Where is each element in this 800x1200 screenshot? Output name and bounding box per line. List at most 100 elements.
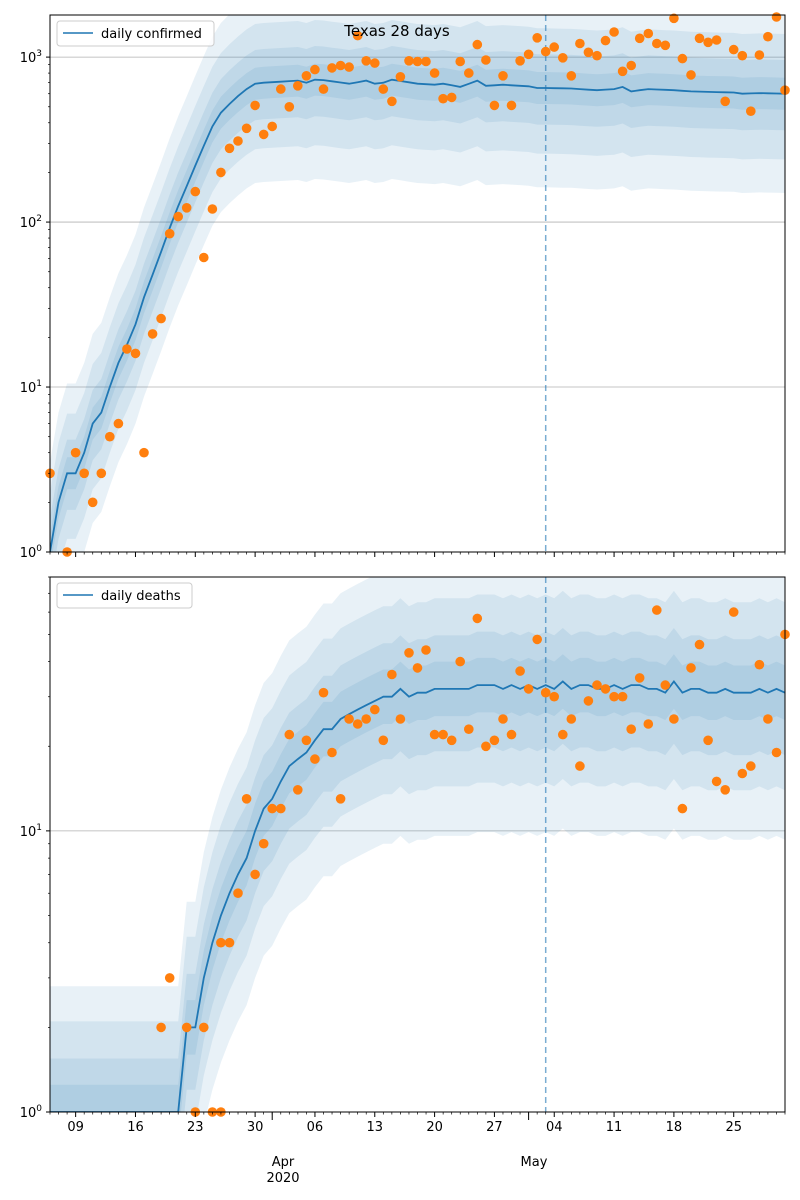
x-tick-label: 09 [67,1120,84,1135]
observed-point [250,869,260,880]
observed-point [600,35,611,46]
x-tick-label: 27 [486,1120,503,1135]
observed-point [746,106,756,116]
observed-point [276,803,286,814]
observed-point [139,447,149,458]
observed-point [335,794,346,804]
observed-point [634,33,645,44]
observed-point [566,714,577,724]
deaths-points [156,605,790,1117]
observed-point [711,35,722,45]
observed-point [481,55,491,65]
observed-point [575,38,585,49]
observed-point [370,704,380,715]
confirmed-model-line [50,78,785,552]
observed-point [181,1022,192,1033]
observed-point [429,68,440,78]
observed-point [609,27,619,37]
x-tick-label: 30 [247,1120,264,1135]
observed-point [267,121,278,132]
observed-point [720,96,730,107]
observed-point [96,468,107,479]
observed-point [464,724,474,734]
observed-point [592,680,602,690]
observed-point [378,735,389,746]
observed-point [455,56,466,67]
deaths-legend: daily deaths [56,582,193,609]
observed-point [720,785,730,795]
observed-point [361,56,372,66]
observed-point [711,776,722,787]
x-tick-label: 20 [426,1120,443,1135]
observed-point [481,741,491,752]
observed-point [523,684,534,694]
observed-point [660,40,671,51]
observed-point [626,724,636,734]
observed-point [446,735,457,746]
x-tick-label: 25 [725,1120,742,1135]
observed-point [669,714,679,724]
observed-point [558,729,568,740]
observed-point [660,680,671,690]
observed-point [412,56,423,67]
observed-point [387,669,397,680]
observed-point [258,129,269,140]
observed-point [387,96,397,107]
observed-point [540,687,551,698]
observed-point [173,211,183,222]
observed-point [737,768,748,779]
observed-point [498,71,508,81]
x-tick-labels: 09 16 23 30 06 13 20 27 04 11 18 25 [67,1120,742,1135]
observed-point [583,47,594,58]
observed-point [147,329,158,339]
month-label-may: May [521,1155,548,1170]
observed-point [592,50,602,61]
observed-point [421,645,431,655]
observed-point [669,13,679,24]
observed-point [677,53,688,64]
observed-point [318,687,329,698]
observed-point [566,71,577,81]
observed-point [164,228,175,239]
observed-point [70,447,81,458]
observed-point [284,102,295,112]
observed-point [652,605,662,615]
observed-point [771,747,782,758]
observed-point [600,684,611,694]
observed-point [515,56,525,66]
x-tick-label: 23 [187,1120,204,1135]
observed-point [455,656,466,667]
observed-point [216,937,226,948]
deaths-x-ticks [49,1112,786,1120]
observed-point [318,84,329,94]
observed-point [515,666,525,676]
observed-point [643,28,654,39]
x-tick-label: 13 [366,1120,383,1135]
observed-point [370,58,380,68]
observed-point [310,754,320,764]
observed-point [694,639,705,650]
observed-point [694,33,705,44]
observed-point [224,937,235,948]
observed-point [746,761,756,771]
observed-point [79,468,89,479]
confidence-band [50,654,785,1112]
observed-point [395,72,406,82]
observed-point [506,100,517,111]
observed-point [181,203,192,213]
observed-point [327,63,337,73]
observed-point [335,60,346,71]
confidence-band [50,20,785,552]
observed-point [258,838,269,849]
observed-point [276,84,286,94]
observed-point [156,313,166,324]
observed-point [352,30,363,41]
observed-point [728,44,739,55]
observed-point [754,50,765,60]
observed-point [489,100,500,111]
observed-point [378,84,389,94]
observed-point [250,100,260,111]
observed-point [156,1022,166,1033]
observed-point [523,49,534,60]
